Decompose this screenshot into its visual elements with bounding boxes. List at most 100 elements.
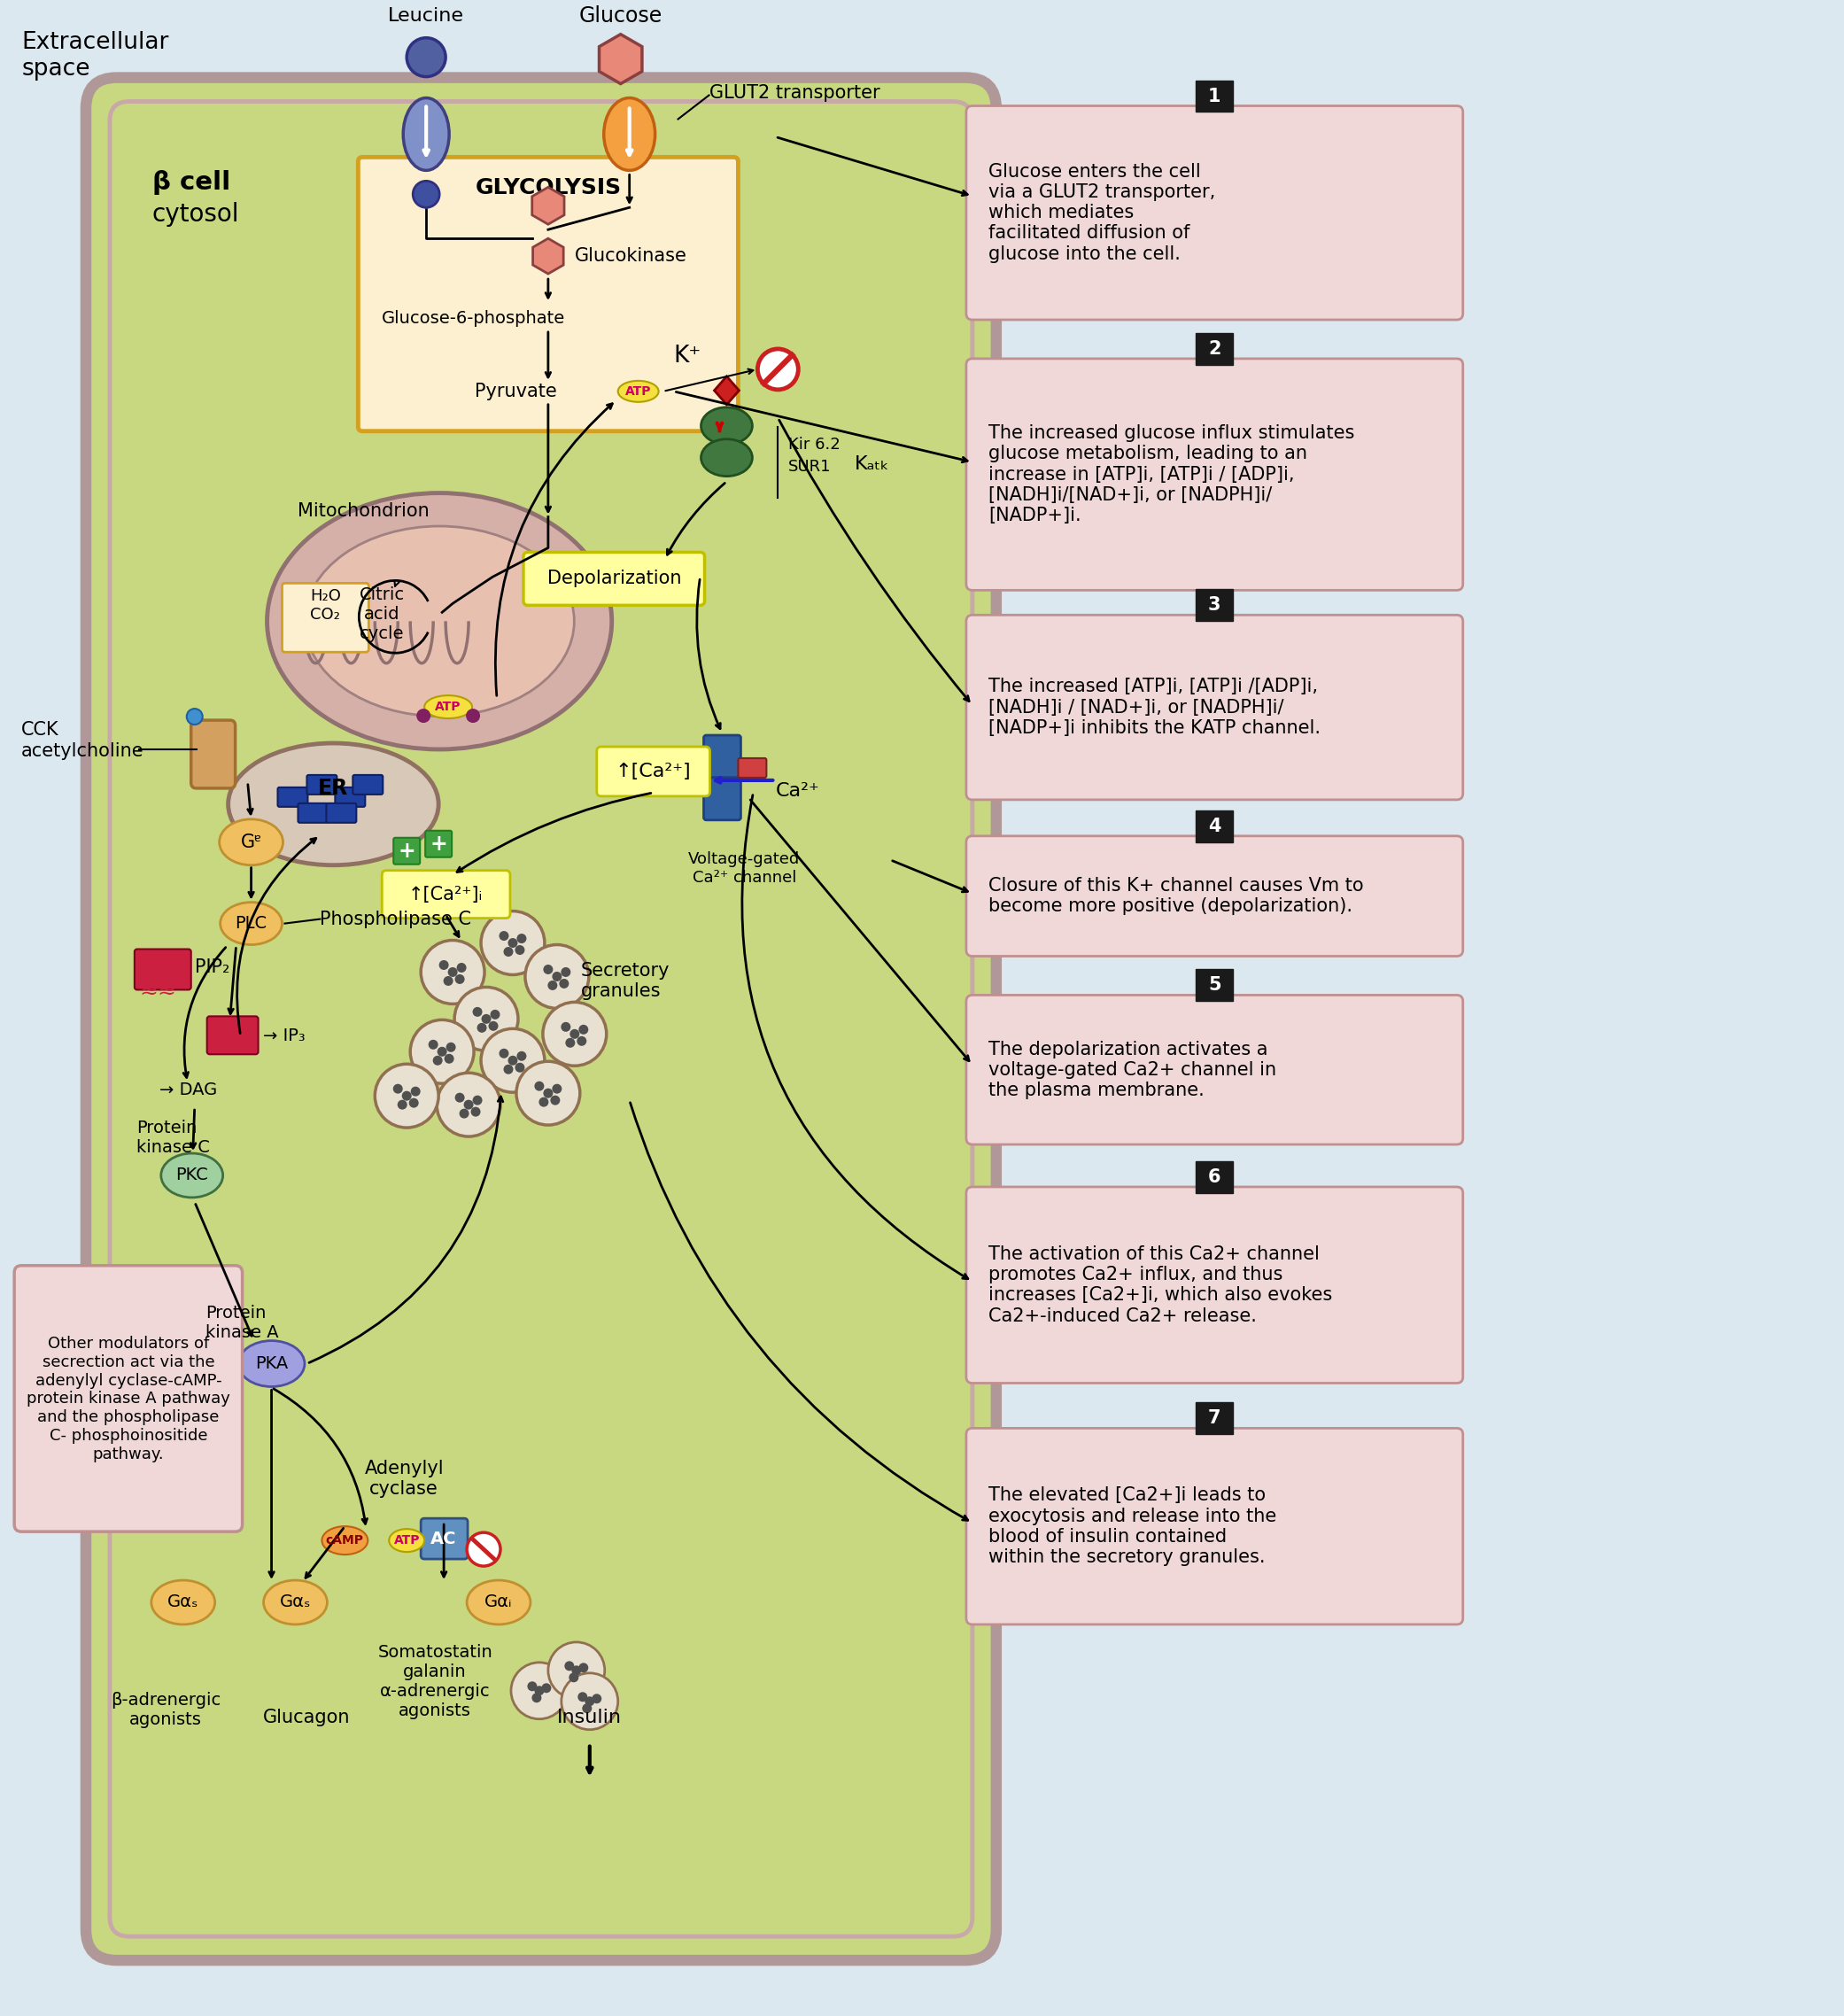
FancyBboxPatch shape <box>1197 589 1234 621</box>
Text: Glucose enters the cell
via a GLUT2 transporter,
which mediates
facilitated diff: Glucose enters the cell via a GLUT2 tran… <box>988 163 1215 262</box>
Text: Citric
acid
cycle: Citric acid cycle <box>360 587 404 641</box>
Circle shape <box>398 1101 408 1109</box>
Circle shape <box>444 1054 454 1064</box>
Text: +: + <box>398 841 415 861</box>
Text: PIP₂: PIP₂ <box>195 960 230 976</box>
Text: → DAG: → DAG <box>159 1081 218 1099</box>
Text: +: + <box>430 833 448 855</box>
Text: GLUT2 transporter: GLUT2 transporter <box>708 85 880 101</box>
FancyBboxPatch shape <box>966 107 1462 321</box>
Circle shape <box>467 1532 500 1566</box>
Circle shape <box>592 1693 601 1704</box>
FancyBboxPatch shape <box>966 837 1462 956</box>
Polygon shape <box>533 187 564 224</box>
Text: Insulin: Insulin <box>557 1708 621 1726</box>
Circle shape <box>503 948 513 958</box>
Circle shape <box>531 1693 542 1704</box>
Circle shape <box>550 1095 561 1105</box>
Text: Other modulators of
secrection act via the
adenylyl cyclase-cAMP-
protein kinase: Other modulators of secrection act via t… <box>26 1337 230 1462</box>
FancyBboxPatch shape <box>426 831 452 857</box>
Text: Voltage-gated
Ca²⁺ channel: Voltage-gated Ca²⁺ channel <box>688 851 800 885</box>
FancyBboxPatch shape <box>966 359 1462 591</box>
Circle shape <box>437 1073 500 1137</box>
Circle shape <box>570 1673 579 1681</box>
FancyBboxPatch shape <box>1197 1161 1234 1193</box>
Circle shape <box>570 1028 579 1038</box>
FancyBboxPatch shape <box>393 839 420 865</box>
Ellipse shape <box>323 1526 367 1554</box>
Text: β cell: β cell <box>153 171 230 196</box>
Circle shape <box>409 1020 474 1083</box>
FancyBboxPatch shape <box>282 583 369 651</box>
Circle shape <box>481 1028 544 1093</box>
Text: Kir 6.2: Kir 6.2 <box>789 435 841 452</box>
Circle shape <box>463 1101 474 1109</box>
FancyBboxPatch shape <box>966 1187 1462 1383</box>
Text: 3: 3 <box>1208 597 1221 615</box>
Circle shape <box>507 1056 518 1064</box>
Circle shape <box>538 1097 548 1107</box>
Polygon shape <box>533 238 564 274</box>
FancyBboxPatch shape <box>704 778 741 821</box>
FancyBboxPatch shape <box>15 1266 242 1532</box>
Text: ↑[Ca²⁺]ᵢ: ↑[Ca²⁺]ᵢ <box>408 885 483 903</box>
Text: SUR1: SUR1 <box>789 458 832 474</box>
Circle shape <box>411 1087 420 1097</box>
Text: Mitochondrion: Mitochondrion <box>299 502 430 520</box>
FancyBboxPatch shape <box>704 736 741 778</box>
Text: Kₐₜₖ: Kₐₜₖ <box>856 456 891 472</box>
Ellipse shape <box>304 526 573 716</box>
Circle shape <box>448 968 457 978</box>
Ellipse shape <box>467 1581 531 1625</box>
Circle shape <box>507 937 518 948</box>
Text: ATP: ATP <box>435 702 461 714</box>
Circle shape <box>579 1024 588 1034</box>
Ellipse shape <box>160 1153 223 1198</box>
Circle shape <box>470 1107 481 1117</box>
FancyBboxPatch shape <box>1197 810 1234 843</box>
FancyBboxPatch shape <box>306 774 337 794</box>
Text: The depolarization activates a
voltage-gated Ca2+ channel in
the plasma membrane: The depolarization activates a voltage-g… <box>988 1040 1276 1099</box>
Circle shape <box>577 1691 588 1702</box>
Circle shape <box>561 1673 618 1730</box>
Text: Extracellular
space: Extracellular space <box>22 30 168 81</box>
Circle shape <box>443 976 454 986</box>
Text: Gᵄ: Gᵄ <box>240 833 262 851</box>
FancyBboxPatch shape <box>1197 1403 1234 1433</box>
Circle shape <box>500 931 509 941</box>
Text: Glucagon: Glucagon <box>264 1708 350 1726</box>
Circle shape <box>503 1064 513 1075</box>
Polygon shape <box>599 34 642 85</box>
Circle shape <box>455 1093 465 1103</box>
Text: Gαᵢ: Gαᵢ <box>485 1595 513 1611</box>
FancyBboxPatch shape <box>966 996 1462 1145</box>
Circle shape <box>516 1050 527 1060</box>
Circle shape <box>542 1683 551 1693</box>
Circle shape <box>446 1042 455 1052</box>
FancyBboxPatch shape <box>382 871 511 917</box>
FancyBboxPatch shape <box>299 802 328 823</box>
Circle shape <box>467 710 479 724</box>
Text: PKA: PKA <box>254 1355 288 1373</box>
Ellipse shape <box>618 381 658 401</box>
Circle shape <box>514 946 526 956</box>
Circle shape <box>489 1022 498 1030</box>
Ellipse shape <box>701 407 752 444</box>
Ellipse shape <box>151 1581 216 1625</box>
FancyBboxPatch shape <box>738 758 767 778</box>
Polygon shape <box>714 377 739 405</box>
Circle shape <box>511 1663 568 1720</box>
FancyBboxPatch shape <box>1197 970 1234 1002</box>
Circle shape <box>437 1046 446 1056</box>
Circle shape <box>566 1038 575 1048</box>
Text: 7: 7 <box>1208 1409 1221 1427</box>
Text: PKC: PKC <box>175 1167 208 1183</box>
Text: Closure of this K+ channel causes Vm to
become more positive (depolarization).: Closure of this K+ channel causes Vm to … <box>988 877 1363 915</box>
Ellipse shape <box>701 439 752 476</box>
Circle shape <box>544 964 553 974</box>
Circle shape <box>433 1056 443 1064</box>
Circle shape <box>481 1014 491 1024</box>
FancyBboxPatch shape <box>420 1518 468 1558</box>
Circle shape <box>439 960 448 970</box>
Text: The increased glucose influx stimulates
glucose metabolism, leading to an
increa: The increased glucose influx stimulates … <box>988 425 1353 524</box>
